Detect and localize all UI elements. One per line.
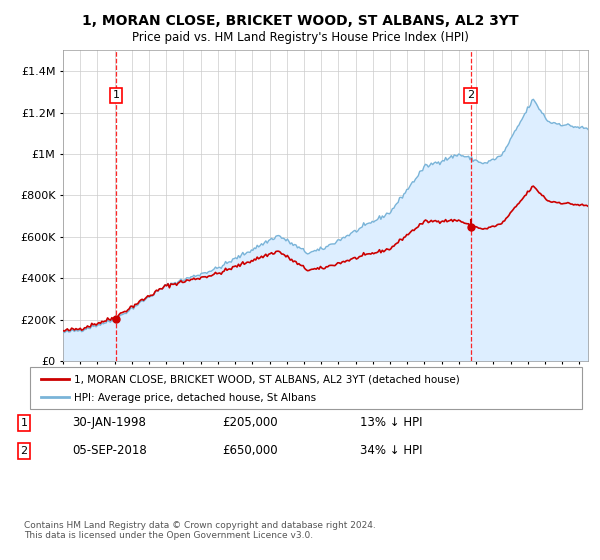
Text: Contains HM Land Registry data © Crown copyright and database right 2024.
This d: Contains HM Land Registry data © Crown c… [24,521,376,540]
FancyBboxPatch shape [30,367,582,409]
Text: 2: 2 [467,91,474,100]
Text: £205,000: £205,000 [222,416,278,430]
Text: £650,000: £650,000 [222,444,278,458]
Text: 1, MORAN CLOSE, BRICKET WOOD, ST ALBANS, AL2 3YT: 1, MORAN CLOSE, BRICKET WOOD, ST ALBANS,… [82,14,518,28]
Text: 1: 1 [113,91,119,100]
Text: 34% ↓ HPI: 34% ↓ HPI [360,444,422,458]
Text: 05-SEP-2018: 05-SEP-2018 [72,444,147,458]
Text: 1: 1 [20,418,28,428]
Text: 2: 2 [20,446,28,456]
Text: HPI: Average price, detached house, St Albans: HPI: Average price, detached house, St A… [74,393,316,403]
Text: 30-JAN-1998: 30-JAN-1998 [72,416,146,430]
Text: 13% ↓ HPI: 13% ↓ HPI [360,416,422,430]
Text: Price paid vs. HM Land Registry's House Price Index (HPI): Price paid vs. HM Land Registry's House … [131,31,469,44]
Text: 1, MORAN CLOSE, BRICKET WOOD, ST ALBANS, AL2 3YT (detached house): 1, MORAN CLOSE, BRICKET WOOD, ST ALBANS,… [74,375,460,384]
